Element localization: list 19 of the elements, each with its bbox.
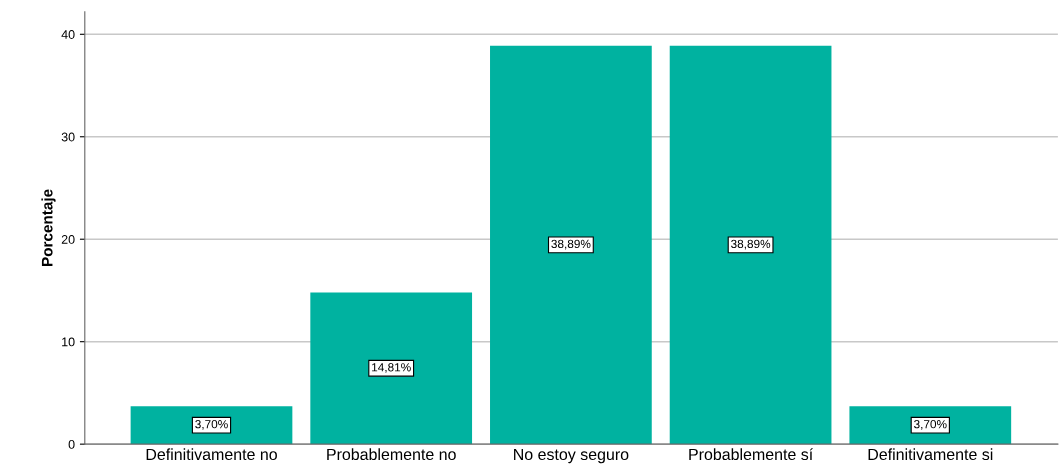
y-tick-label: 10 xyxy=(62,337,75,347)
x-tick-label: Definitivamente no xyxy=(146,448,277,461)
data-label: 14,81% xyxy=(372,363,411,373)
bar xyxy=(669,45,832,445)
x-tick-label: Probablemente no xyxy=(327,448,456,461)
y-tick-label: 30 xyxy=(61,132,75,142)
y-tick-label: 40 xyxy=(61,30,75,39)
data-label: 3,70% xyxy=(195,420,228,430)
data-label: 3,70% xyxy=(914,420,947,430)
y-tick-label: 0 xyxy=(68,439,75,449)
x-tick-label: Definitivamente si xyxy=(868,448,993,461)
data-label: 38,89% xyxy=(731,239,771,250)
x-tick-label: No estoy seguro xyxy=(514,448,629,464)
x-tick-label: Probablemente sí xyxy=(689,448,814,461)
y-axis-title: Porcentaje xyxy=(41,189,56,266)
bar xyxy=(310,292,473,445)
data-label: 38,89% xyxy=(551,239,591,250)
bar xyxy=(490,45,652,445)
y-tick-label: 20 xyxy=(61,235,75,244)
